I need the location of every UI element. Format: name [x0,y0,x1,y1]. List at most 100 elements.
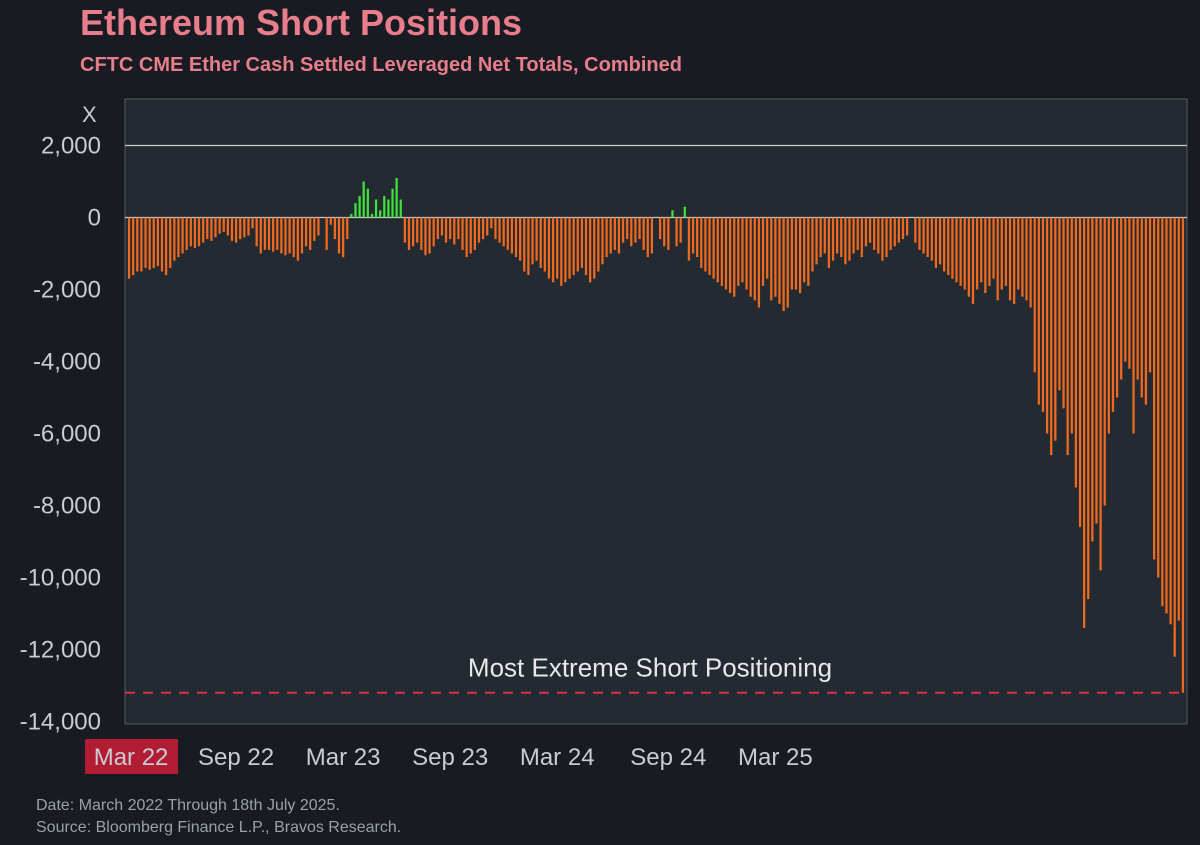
bar-negative [1078,217,1082,528]
bar-negative [650,217,654,254]
bar-negative [811,217,814,272]
bar-negative [337,217,341,254]
bar-negative [757,217,761,308]
bar-negative [202,217,205,243]
bar-negative [510,217,514,254]
y-tick-label: -6,000 [33,421,101,448]
bar-negative [486,217,489,236]
bar-negative [197,217,201,247]
bar-negative [815,217,818,265]
bar-negative [411,217,415,247]
bar-negative [342,217,345,258]
bar-negative [778,217,781,304]
bar-negative [453,217,456,245]
bar-negative [424,217,427,256]
bar-negative [786,217,789,308]
bar-negative [461,217,464,250]
bar-negative [127,217,131,279]
bar-negative [416,217,419,243]
bar-negative [1041,217,1045,412]
bar-negative [560,217,563,286]
bar-negative [868,217,872,243]
bar-negative [766,217,769,279]
bar-negative [1004,217,1008,286]
bar-negative [658,217,662,240]
bar-negative [609,217,612,254]
bar-negative [465,217,468,258]
bar-negative [1161,217,1164,607]
bar-positive [350,213,353,218]
bar-negative [551,217,555,283]
bar-positive [671,210,674,218]
bar-negative [276,217,279,250]
footer-source: Source: Bloomberg Finance L.P., Bravos R… [36,819,402,836]
bar-negative [938,217,942,265]
y-tick-label: 0 [88,205,101,232]
bar-negative [667,217,670,250]
bar-negative [502,217,505,247]
bar-negative [144,217,147,268]
bar-negative [210,217,213,241]
bar-negative [181,217,184,254]
bar-negative [136,217,139,272]
bar-negative [1083,217,1086,628]
bar-negative [947,217,950,276]
bar-negative [984,217,987,294]
bar-negative [177,217,180,258]
bar-negative [1037,217,1040,405]
bar-negative [905,217,909,236]
bar-positive [399,199,402,218]
bar-negative [218,217,221,234]
bar-negative [794,217,798,290]
bar-negative [490,217,493,229]
bar-negative [634,217,637,243]
bar-negative [1058,217,1061,391]
bar-negative [1045,217,1049,434]
bar-negative [988,217,991,286]
bar-negative [313,217,316,241]
bar-negative [733,217,736,297]
bar-negative [568,217,571,279]
bar-negative [494,217,497,240]
bar-negative [992,217,995,279]
bar-negative [897,217,901,243]
bar-negative [823,217,826,254]
bar-negative [169,217,172,268]
bar-negative [1111,217,1115,412]
bar-positive [362,181,365,218]
y-tick-label: -8,000 [33,493,101,520]
bar-negative [527,217,530,276]
bar-negative [955,217,958,283]
chart-subtitle: CFTC CME Ether Cash Settled Leveraged Ne… [80,54,682,76]
bar-negative [333,217,337,240]
bar-negative [259,217,262,254]
bar-negative [230,217,234,241]
x-tick-label: Mar 24 [520,744,595,771]
bar-negative [1074,217,1078,488]
bar-negative [626,217,629,240]
bar-negative [617,217,621,254]
bar-negative [675,217,678,247]
bar-negative [1132,217,1135,434]
bar-negative [963,217,966,290]
bar-negative [1107,217,1110,434]
y-tick-label: -10,000 [20,565,101,592]
bar-negative [1062,217,1065,409]
bar-negative [934,217,938,268]
bar-negative [193,217,197,249]
bar-negative [432,217,435,247]
bar-negative [642,217,645,250]
bar-negative [243,217,246,238]
bar-negative [156,217,159,267]
bar-negative [856,217,859,250]
bar-negative [844,217,847,265]
bar-negative [827,217,831,268]
bar-negative [720,217,723,286]
bar-negative [790,217,793,290]
bar-negative [531,217,534,265]
bar-negative [317,217,320,236]
bar-negative [901,217,905,240]
bar-negative [996,217,999,301]
bar-negative [918,217,921,250]
